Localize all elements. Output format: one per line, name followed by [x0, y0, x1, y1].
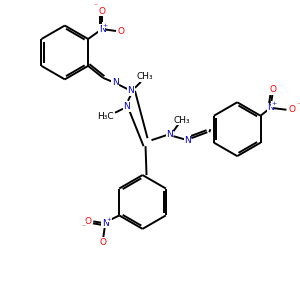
Text: +: + [106, 217, 112, 222]
Text: +: + [271, 101, 276, 106]
Text: N: N [184, 136, 191, 145]
Text: N: N [112, 78, 118, 87]
Text: N: N [102, 219, 109, 228]
Text: N: N [124, 102, 130, 111]
Text: +: + [102, 22, 108, 28]
Text: N: N [166, 130, 173, 139]
Text: O: O [289, 105, 296, 114]
Text: O: O [118, 26, 124, 35]
Text: CH₃: CH₃ [173, 116, 190, 125]
Text: CH₃: CH₃ [136, 72, 153, 81]
Text: O: O [99, 7, 106, 16]
Text: ⁻: ⁻ [296, 100, 300, 109]
Text: ⁻: ⁻ [94, 2, 98, 10]
Text: N: N [267, 103, 274, 112]
Text: O: O [269, 85, 276, 94]
Text: H₃C: H₃C [97, 112, 113, 121]
Text: N: N [99, 25, 105, 34]
Text: O: O [100, 238, 107, 247]
Text: O: O [85, 217, 92, 226]
Text: ⁻: ⁻ [81, 222, 86, 231]
Text: N: N [128, 86, 134, 95]
